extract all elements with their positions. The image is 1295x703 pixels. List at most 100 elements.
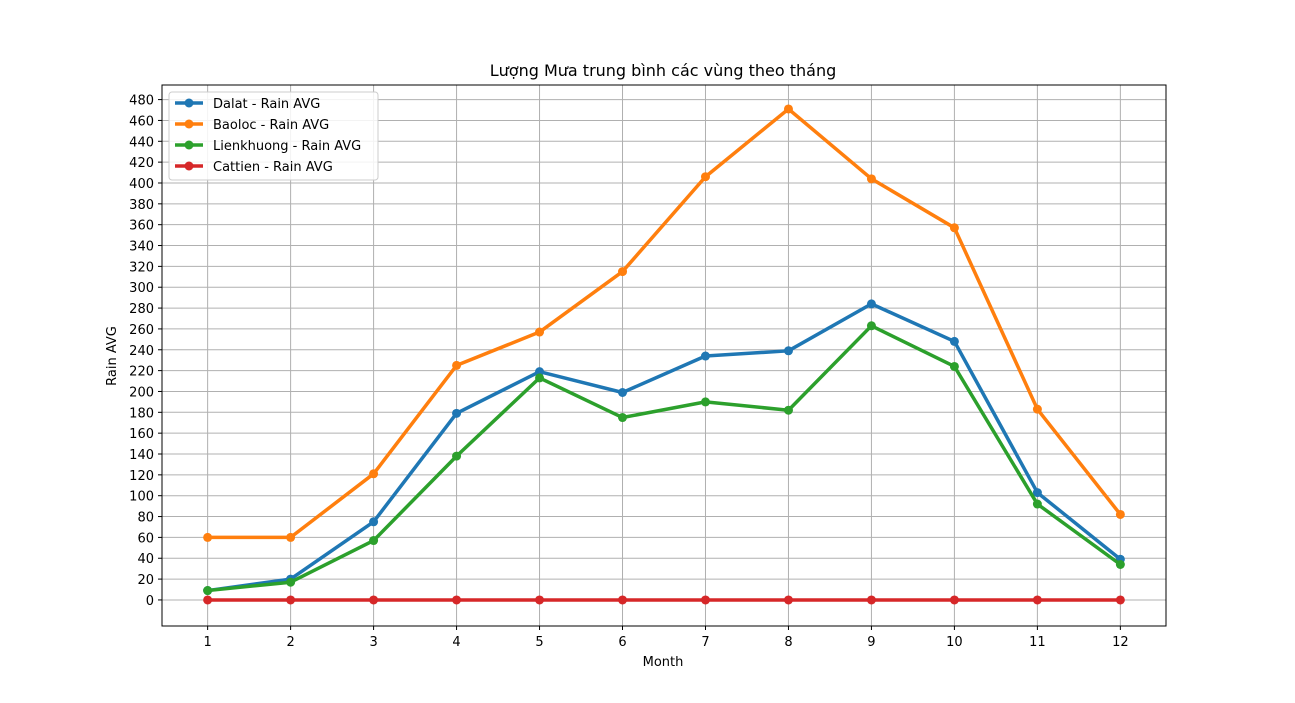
- y-tick-label: 380: [129, 198, 154, 213]
- chart-title: Lượng Mưa trung bình các vùng theo tháng: [490, 61, 837, 80]
- data-point: [535, 327, 545, 337]
- data-point: [783, 104, 793, 114]
- x-tick-label: 6: [618, 635, 626, 650]
- y-tick-label: 120: [129, 469, 154, 484]
- y-tick-label: 180: [129, 406, 154, 421]
- y-axis: 0 20 40 60 80 100 120 140 160 180 200 220 240 260 280 3…: [129, 94, 162, 609]
- x-tick-label: 3: [369, 635, 377, 650]
- data-point: [700, 351, 710, 361]
- y-tick-label: 200: [129, 385, 154, 400]
- y-tick-label: 460: [129, 114, 154, 129]
- y-tick-label: 40: [137, 552, 154, 567]
- x-tick-label: 4: [452, 635, 460, 650]
- series-1: [203, 299, 1125, 596]
- legend-label: Baoloc - Rain AVG: [213, 118, 329, 133]
- y-tick-label: 100: [129, 490, 154, 505]
- data-point: [866, 299, 876, 309]
- data-point: [866, 321, 876, 331]
- data-point: [783, 405, 793, 415]
- data-point: [369, 469, 379, 479]
- y-tick-label: 320: [129, 260, 154, 275]
- legend-item: Dalat - Rain AVG: [175, 97, 320, 112]
- data-point: [1032, 595, 1042, 605]
- data-point: [286, 595, 296, 605]
- legend-item: Lienkhuong - Rain AVG: [175, 139, 361, 154]
- data-point: [700, 595, 710, 605]
- data-point: [618, 388, 628, 398]
- y-tick-label: 140: [129, 448, 154, 463]
- legend-label: Cattien - Rain AVG: [213, 160, 333, 175]
- legend: Dalat - Rain AVG Baoloc - Rain AVG Lienkhu…: [168, 91, 379, 181]
- legend-marker: [184, 161, 194, 171]
- x-tick-label: 5: [535, 635, 543, 650]
- data-point: [452, 408, 462, 418]
- data-point: [452, 360, 462, 370]
- data-point: [866, 174, 876, 184]
- legend-item: Cattien - Rain AVG: [175, 160, 333, 175]
- x-tick-label: 1: [203, 635, 211, 650]
- data-point: [783, 595, 793, 605]
- data-point: [1115, 559, 1125, 569]
- y-tick-label: 60: [137, 531, 154, 546]
- data-point: [286, 577, 296, 587]
- data-point: [286, 532, 296, 542]
- data-point: [783, 346, 793, 356]
- data-point: [618, 267, 628, 277]
- legend-label: Dalat - Rain AVG: [213, 97, 320, 112]
- data-point: [1032, 499, 1042, 509]
- y-tick-label: 260: [129, 323, 154, 338]
- series-2: [203, 104, 1125, 542]
- x-tick-label: 12: [1112, 635, 1129, 650]
- x-tick-label: 8: [784, 635, 792, 650]
- data-point: [700, 172, 710, 182]
- y-tick-label: 340: [129, 240, 154, 255]
- data-point: [1032, 404, 1042, 414]
- data-point: [1115, 595, 1125, 605]
- series-lines: [203, 104, 1125, 605]
- x-tick-label: 10: [946, 635, 963, 650]
- y-tick-label: 400: [129, 177, 154, 192]
- data-point: [866, 595, 876, 605]
- series-3: [203, 321, 1125, 596]
- data-point: [203, 532, 213, 542]
- legend-item: Baoloc - Rain AVG: [175, 118, 329, 133]
- x-tick-label: 2: [286, 635, 294, 650]
- data-point: [535, 367, 545, 377]
- series-4: [203, 595, 1125, 605]
- y-tick-label: 0: [146, 594, 154, 609]
- legend-label: Lienkhuong - Rain AVG: [213, 139, 361, 154]
- data-point: [203, 586, 213, 596]
- plot-area-frame: [161, 84, 1167, 627]
- data-point: [1115, 509, 1125, 519]
- y-tick-label: 220: [129, 365, 154, 380]
- y-tick-label: 480: [129, 94, 154, 109]
- data-point: [949, 361, 959, 371]
- y-tick-label: 280: [129, 302, 154, 317]
- x-axis: 1 2 3 4 5 6 7 8 9 10 11 12: [203, 626, 1129, 650]
- x-tick-label: 11: [1029, 635, 1046, 650]
- y-tick-label: 440: [129, 135, 154, 150]
- data-point: [369, 536, 379, 546]
- y-tick-label: 300: [129, 281, 154, 296]
- series-line: [207, 324, 1122, 593]
- data-point: [452, 595, 462, 605]
- legend-box: [168, 91, 379, 181]
- y-tick-label: 240: [129, 344, 154, 359]
- x-tick-label: 9: [867, 635, 875, 650]
- data-point: [203, 595, 213, 605]
- series-line: [207, 107, 1122, 540]
- data-point: [452, 451, 462, 461]
- legend-marker: [184, 140, 194, 150]
- x-axis-label: Month: [643, 655, 684, 670]
- data-point: [618, 413, 628, 423]
- data-point: [700, 397, 710, 407]
- data-point: [949, 223, 959, 233]
- data-point: [535, 373, 545, 383]
- data-point: [535, 595, 545, 605]
- y-tick-label: 420: [129, 156, 154, 171]
- legend-marker: [184, 98, 194, 108]
- y-tick-label: 160: [129, 427, 154, 442]
- y-tick-label: 360: [129, 219, 154, 234]
- y-tick-label: 80: [137, 511, 154, 526]
